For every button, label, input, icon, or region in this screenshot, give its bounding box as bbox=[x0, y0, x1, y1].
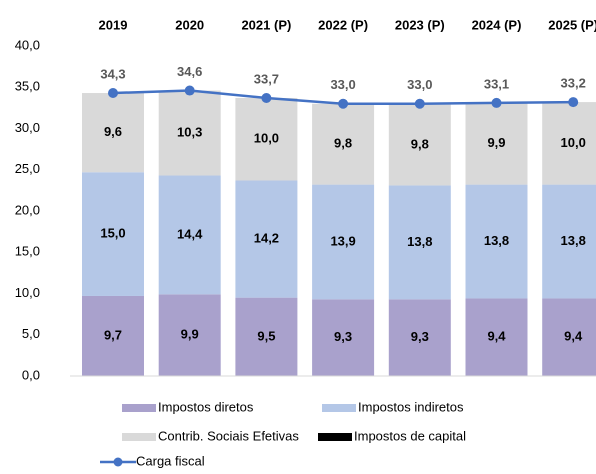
data-label: 13,8 bbox=[484, 233, 509, 248]
legend-label: Contrib. Sociais Efetivas bbox=[158, 428, 299, 443]
data-label: 15,0 bbox=[100, 226, 125, 241]
data-label: 33,2 bbox=[561, 76, 586, 91]
bar-segment bbox=[388, 185, 451, 300]
y-tick-label: 25,0 bbox=[15, 161, 40, 176]
y-tick-label: 0,0 bbox=[22, 367, 40, 382]
line-point bbox=[261, 92, 272, 103]
data-label: 13,8 bbox=[561, 233, 586, 248]
legend-label: Carga fiscal bbox=[136, 453, 205, 468]
data-label: 9,6 bbox=[104, 124, 122, 139]
y-tick-label: 35,0 bbox=[15, 79, 40, 94]
legend-label: Impostos indiretos bbox=[358, 399, 464, 414]
y-tick-label: 30,0 bbox=[15, 120, 40, 135]
bar-segment bbox=[235, 97, 298, 181]
data-label: 33,1 bbox=[484, 76, 509, 91]
data-label: 10,3 bbox=[177, 124, 202, 139]
bar-segment bbox=[465, 102, 528, 185]
data-label: 9,4 bbox=[487, 329, 506, 344]
data-label: 33,0 bbox=[407, 77, 432, 92]
legend-label: Impostos de capital bbox=[354, 428, 466, 443]
y-tick-label: 15,0 bbox=[15, 244, 40, 259]
legend-swatch bbox=[122, 433, 156, 441]
data-label: 10,0 bbox=[254, 131, 279, 146]
line-point bbox=[414, 98, 425, 109]
bar-segment bbox=[82, 295, 144, 376]
category-label: 2022 (P) bbox=[318, 17, 368, 32]
data-label: 33,0 bbox=[330, 77, 355, 92]
bar-segment bbox=[158, 90, 221, 176]
category-label: 2020 bbox=[175, 17, 204, 32]
legend-swatch bbox=[318, 433, 352, 441]
line-point bbox=[338, 98, 349, 109]
data-label: 9,8 bbox=[411, 136, 429, 151]
bar-segment bbox=[158, 294, 221, 376]
line-point bbox=[108, 88, 118, 99]
line-point bbox=[491, 97, 502, 108]
legend-swatch bbox=[113, 457, 123, 467]
category-label: 2025 (P) bbox=[548, 17, 596, 32]
data-label: 10,0 bbox=[561, 135, 586, 150]
bar-segment bbox=[465, 184, 528, 299]
data-label: 14,4 bbox=[177, 226, 203, 241]
bar-segment bbox=[235, 297, 298, 376]
data-label: 9,4 bbox=[564, 329, 583, 344]
data-label: 9,8 bbox=[334, 136, 352, 151]
data-label: 9,3 bbox=[411, 329, 429, 344]
data-label: 9,9 bbox=[181, 327, 199, 342]
y-tick-label: 10,0 bbox=[15, 285, 40, 300]
bar-segment bbox=[465, 298, 528, 376]
category-label: 2021 (P) bbox=[241, 17, 291, 32]
category-label: 2024 (P) bbox=[472, 17, 522, 32]
bar-segment bbox=[235, 180, 298, 298]
y-tick-label: 5,0 bbox=[22, 326, 40, 341]
category-label: 2023 (P) bbox=[395, 17, 445, 32]
category-label: 2019 bbox=[99, 17, 128, 32]
bar-segment bbox=[312, 299, 375, 376]
data-label: 33,7 bbox=[254, 71, 279, 86]
data-label: 34,6 bbox=[177, 64, 202, 79]
bar-segment bbox=[312, 184, 375, 300]
bar-segment bbox=[82, 172, 144, 296]
data-label: 9,7 bbox=[104, 327, 122, 342]
bar-segment bbox=[158, 175, 221, 295]
bar-segment bbox=[82, 93, 144, 173]
legend-swatch bbox=[122, 404, 156, 412]
bar-segment bbox=[388, 104, 451, 186]
data-label: 34,3 bbox=[100, 66, 125, 81]
data-label: 9,3 bbox=[334, 329, 352, 344]
line-point bbox=[568, 97, 579, 108]
bar-segment bbox=[542, 298, 596, 376]
data-label: 13,9 bbox=[330, 233, 355, 248]
legend-label: Impostos diretos bbox=[158, 399, 254, 414]
data-label: 13,8 bbox=[407, 234, 432, 249]
data-label: 9,9 bbox=[487, 135, 505, 150]
line-point bbox=[184, 85, 195, 96]
data-label: 14,2 bbox=[254, 230, 279, 245]
bar-segment bbox=[542, 184, 596, 299]
bar-segment bbox=[388, 299, 451, 376]
data-label: 9,5 bbox=[257, 328, 275, 343]
bar-segment bbox=[542, 102, 596, 185]
bar-segment bbox=[312, 103, 375, 185]
y-tick-label: 40,0 bbox=[15, 37, 40, 52]
legend-swatch bbox=[322, 404, 356, 412]
y-tick-label: 20,0 bbox=[15, 202, 40, 217]
